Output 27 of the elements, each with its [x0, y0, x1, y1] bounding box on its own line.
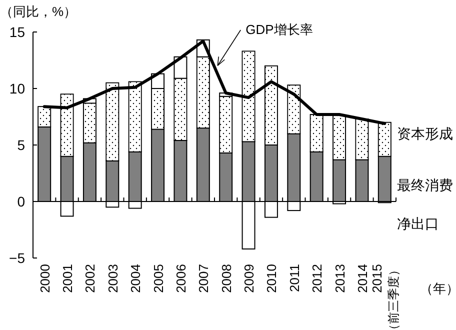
x-tick-label: 2014: [354, 264, 370, 293]
x-tick-label: 2003: [105, 264, 120, 293]
y-tick-label: 15: [9, 24, 26, 40]
x-tick-label: 2012: [310, 264, 325, 293]
x-tick-label: 2005: [150, 264, 166, 293]
y-tick-label: −5: [9, 250, 26, 266]
x-tick-label: 2008: [218, 264, 234, 293]
x-tick-label: 2000: [37, 264, 52, 293]
y-tick-label: 10: [9, 80, 26, 96]
series-label: 资本形成: [397, 125, 453, 142]
y-tick-label: 0: [17, 194, 26, 210]
y-axis-title: （同比，%）: [0, 4, 77, 19]
x-tick-label: 2001: [60, 264, 76, 293]
x-tick-label: 2010: [264, 264, 280, 293]
x-axis-title: （年）: [420, 281, 456, 296]
legend-label: 净出口: [397, 216, 439, 232]
text: GDP增长率: [246, 22, 313, 37]
x-tick-label: 2004: [128, 264, 144, 293]
x-tick-label: 2009: [242, 264, 257, 293]
x-tick-label: 2011: [286, 264, 302, 292]
y-tick-label: 5: [17, 137, 26, 153]
x-tick-label: 2006: [173, 264, 188, 293]
x-tick-label: 2002: [82, 264, 98, 293]
x-tick-label: 2007: [196, 264, 212, 293]
x-tick-label: 2013: [332, 264, 348, 293]
x-tick-label: 2015（前三季度）: [370, 264, 401, 330]
series-label: 最终消费: [397, 176, 453, 193]
